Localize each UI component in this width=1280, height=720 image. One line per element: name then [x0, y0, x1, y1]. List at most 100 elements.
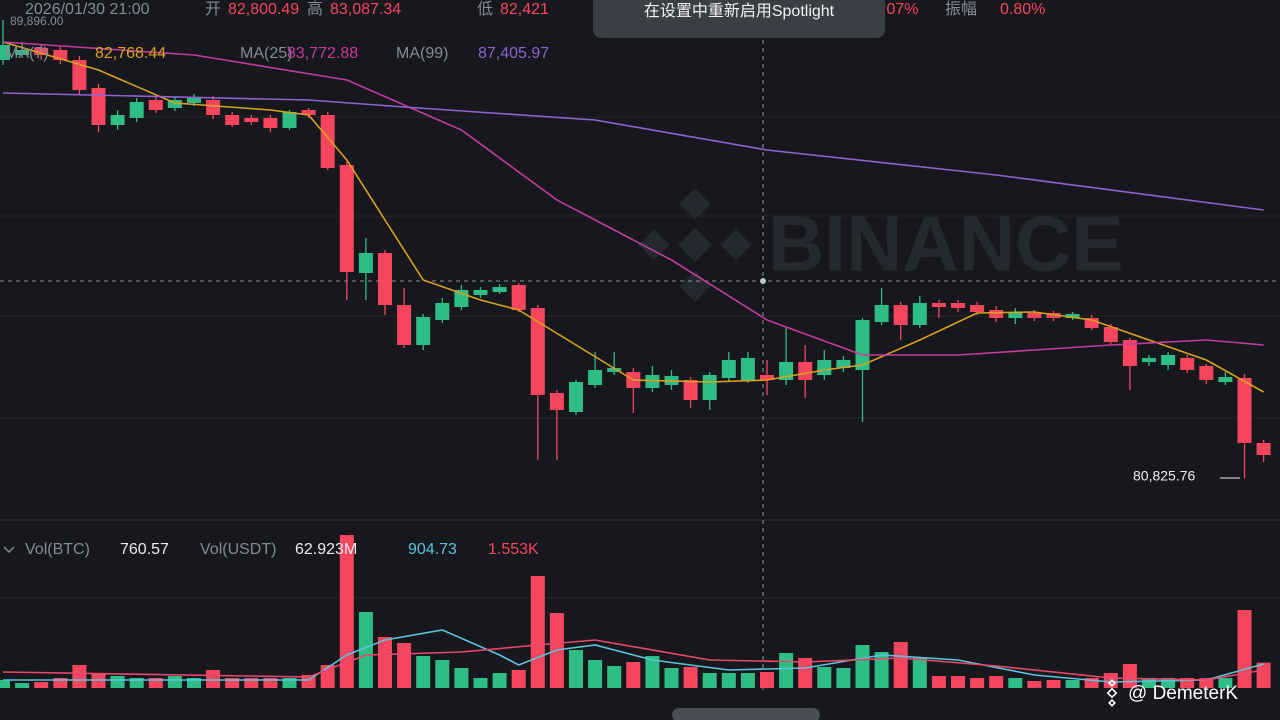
volume-bar	[435, 660, 450, 688]
candle-body	[951, 302, 965, 308]
ma25-value: 83,772.88	[287, 45, 358, 62]
open-label: 开	[205, 1, 221, 18]
icon-part	[1106, 687, 1118, 699]
volume-bar	[645, 656, 660, 688]
volume-bar	[836, 668, 851, 688]
toast	[593, 0, 885, 38]
candle-body	[187, 97, 201, 103]
collapse-icon[interactable]	[3, 546, 15, 554]
candle-body	[511, 285, 526, 310]
candle-body	[855, 320, 870, 370]
candle-body	[91, 87, 106, 125]
candle-body	[836, 360, 851, 368]
watermark-logo	[638, 188, 752, 302]
volume-bar	[874, 652, 889, 688]
ma-line	[2, 41, 1264, 356]
logo-part	[679, 188, 711, 220]
candle-body	[15, 50, 30, 55]
candle-body	[645, 375, 660, 388]
candle-body	[1103, 327, 1118, 343]
candle-body	[798, 362, 813, 380]
vol-usdt-label: Vol(USDT)	[200, 541, 276, 558]
candle-body	[206, 100, 221, 115]
change-value: .07%	[882, 1, 918, 18]
ma25-label: MA(25)	[240, 45, 292, 62]
candle-body	[53, 50, 68, 60]
candle-body	[244, 117, 259, 123]
candle-body	[1180, 357, 1195, 370]
volume-bar	[72, 665, 87, 688]
candle-body	[760, 375, 774, 380]
volume-bar	[129, 678, 144, 688]
amplitude-label: 振幅	[945, 0, 977, 18]
candle-body	[1237, 377, 1252, 443]
candle-body	[817, 360, 832, 375]
volume-bar	[683, 667, 698, 688]
volume-bar	[1199, 678, 1214, 688]
icon-part	[1108, 679, 1116, 688]
vol-ma1-value: 904.73	[408, 541, 457, 558]
candle-body	[282, 112, 297, 128]
volume-bar	[339, 535, 354, 688]
candle-body	[72, 60, 87, 90]
ma7-label: MA(7)	[5, 45, 49, 62]
candle-body	[225, 115, 240, 125]
candle-body	[588, 370, 603, 385]
crosshair-dot	[760, 278, 766, 284]
volume-bar	[1027, 681, 1042, 688]
candle-body	[320, 115, 335, 168]
candle-body	[549, 392, 564, 410]
candle-body	[148, 100, 163, 110]
candle-body	[34, 47, 49, 55]
volume-bar	[798, 658, 813, 688]
candle-body	[1008, 312, 1023, 318]
candle-body	[0, 45, 10, 60]
volume-bar	[1256, 662, 1271, 688]
logo-part	[678, 228, 712, 262]
credit-icon	[1106, 679, 1118, 707]
volume-bar	[1218, 678, 1233, 688]
candle-body	[129, 102, 144, 118]
candle-body	[110, 115, 125, 125]
candle-body	[358, 252, 373, 273]
open-value: 82,800.49	[228, 1, 299, 18]
ma-line	[2, 92, 1264, 211]
volume-bar	[970, 678, 985, 688]
candle-body	[397, 305, 412, 345]
volume-bar	[702, 673, 717, 688]
volume-bar	[951, 676, 965, 688]
candle-body	[740, 357, 755, 380]
candle-body	[683, 380, 698, 400]
volume-bar	[358, 612, 373, 688]
candle-body	[607, 367, 622, 373]
volume-bar	[225, 678, 240, 688]
ma99-label: MA(99)	[396, 45, 448, 62]
volume-bar	[1237, 610, 1252, 688]
candle-body	[492, 287, 507, 293]
volume-bar	[492, 673, 507, 688]
volume-bar	[1084, 678, 1099, 688]
volume-bar	[912, 658, 927, 688]
volume-bar	[1180, 678, 1195, 688]
candle-body	[1256, 442, 1271, 455]
volume-bar	[817, 667, 832, 688]
volume-bar	[1161, 678, 1176, 688]
volume-bar	[378, 637, 392, 688]
candle-body	[416, 317, 431, 345]
candle-body	[1065, 313, 1080, 318]
volume-bar	[263, 678, 278, 688]
volume-bar	[779, 653, 794, 688]
candle-body	[721, 360, 736, 378]
candle-body	[167, 100, 182, 108]
volume-bar	[740, 673, 755, 688]
candle-body	[569, 382, 583, 413]
candle-body	[1027, 312, 1042, 318]
ma-line	[2, 41, 1264, 393]
high-value: 83,087.34	[330, 1, 401, 18]
volume-bar	[855, 645, 870, 688]
high-marker: 89,896.00	[10, 14, 64, 28]
volume-bar	[148, 678, 163, 688]
volume-bar	[607, 666, 622, 688]
amplitude-value: 0.80%	[1000, 1, 1045, 18]
